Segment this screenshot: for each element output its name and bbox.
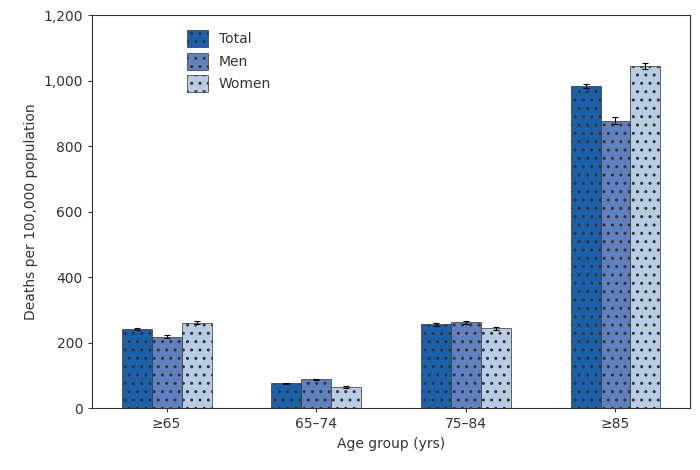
Bar <box>601 121 631 408</box>
Legend: Total, Men, Women: Total, Men, Women <box>183 26 275 96</box>
Y-axis label: Deaths per 100,000 population: Deaths per 100,000 population <box>24 103 38 320</box>
Bar <box>451 322 481 408</box>
Bar <box>181 322 211 408</box>
Bar <box>272 383 301 408</box>
Bar <box>301 379 331 408</box>
Bar <box>122 329 152 408</box>
X-axis label: Age group (yrs): Age group (yrs) <box>337 437 445 451</box>
Bar <box>481 328 511 408</box>
Bar <box>152 337 181 408</box>
Bar <box>570 86 601 408</box>
Bar <box>421 324 451 408</box>
Bar <box>631 66 660 408</box>
Bar <box>331 387 361 408</box>
